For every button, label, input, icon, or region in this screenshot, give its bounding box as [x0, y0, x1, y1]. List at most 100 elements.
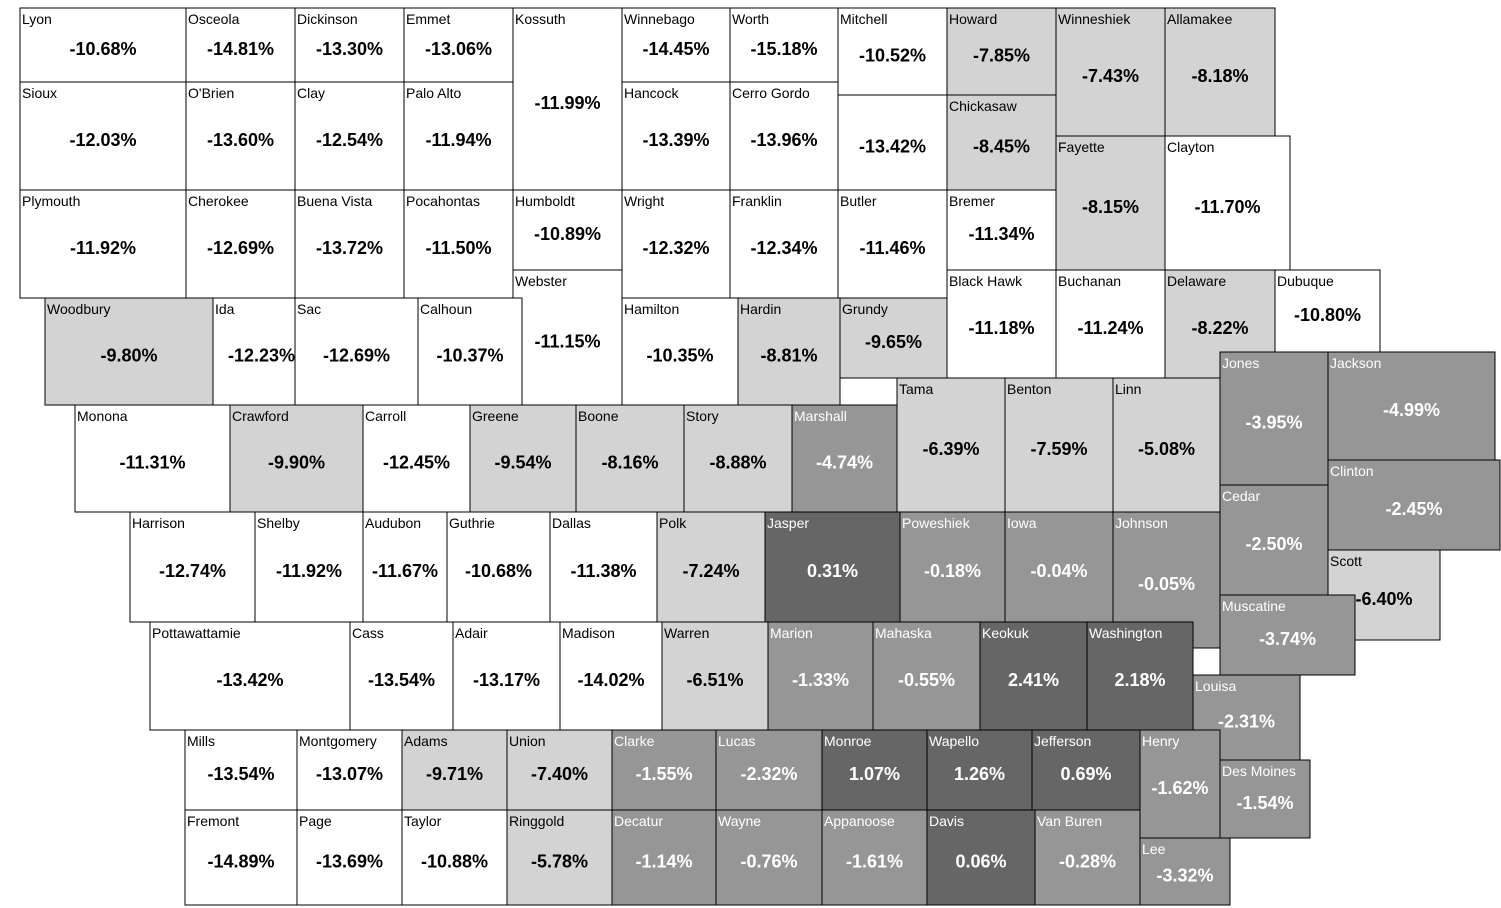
county-value: -13.39%: [642, 130, 709, 150]
county-value: -10.88%: [421, 852, 488, 872]
county: [1164, 135, 1291, 271]
county: [1219, 351, 1329, 486]
county: [74, 404, 231, 513]
county: [19, 7, 187, 83]
county: [149, 621, 351, 731]
county-name: Adair: [455, 625, 488, 641]
county-value: -12.54%: [316, 130, 383, 150]
county-value: -11.92%: [70, 238, 136, 258]
county: [839, 297, 948, 379]
county-name: Howard: [949, 11, 997, 27]
county-value: -13.42%: [859, 137, 926, 157]
county-name: Jackson: [1330, 355, 1381, 371]
county: [1055, 135, 1166, 271]
county-value: -14.45%: [642, 39, 709, 59]
county-name: Guthrie: [449, 515, 495, 531]
county-name: Marshall: [794, 408, 847, 424]
county: [946, 94, 1057, 191]
county-name: Greene: [472, 408, 519, 424]
county: [559, 621, 663, 731]
county-name: Marion: [770, 625, 813, 641]
county-name: Fayette: [1058, 139, 1105, 155]
county-value: -14.81%: [207, 39, 274, 59]
county-name: Louisa: [1195, 678, 1236, 694]
county-name: Shelby: [257, 515, 300, 531]
county-name: Monona: [77, 408, 128, 424]
county: [549, 511, 658, 623]
county: [621, 7, 731, 83]
county-name: Buchanan: [1058, 273, 1121, 289]
county-name: Washington: [1089, 625, 1162, 641]
county-name: Humboldt: [515, 193, 575, 209]
county-name: O'Brien: [188, 85, 234, 101]
county-name: Calhoun: [420, 301, 472, 317]
county-value: -0.28%: [1059, 852, 1116, 872]
county-name: Jasper: [767, 515, 809, 531]
county: [896, 377, 1006, 513]
county: [19, 81, 187, 191]
county-value: -8.16%: [601, 453, 658, 473]
county: [1034, 809, 1141, 906]
county-value: -9.54%: [494, 453, 551, 473]
county: [512, 269, 623, 406]
county-value: -11.34%: [968, 224, 1034, 244]
county-name: Union: [509, 733, 546, 749]
county-value: -13.07%: [316, 764, 383, 784]
county-name: Pottawattamie: [152, 625, 241, 641]
county-value: -12.69%: [323, 346, 390, 366]
county-value: -13.06%: [425, 39, 492, 59]
county-value: -10.89%: [534, 224, 601, 244]
county: [656, 511, 766, 623]
county-name: Hamilton: [624, 301, 679, 317]
county-name: Dallas: [552, 515, 591, 531]
county-name: Cedar: [1222, 488, 1260, 504]
county: [506, 809, 613, 906]
county-value: -7.85%: [973, 46, 1030, 66]
county-name: Taylor: [404, 813, 442, 829]
county-value: -1.62%: [1151, 778, 1208, 798]
county-name: Sac: [297, 301, 321, 317]
county-value: -12.34%: [750, 238, 817, 258]
county-name: Butler: [840, 193, 877, 209]
county-name: Madison: [562, 625, 615, 641]
county: [926, 809, 1036, 906]
county-name: Jones: [1222, 355, 1259, 371]
county-name: Linn: [1115, 381, 1141, 397]
county-name: Muscatine: [1222, 598, 1286, 614]
county: [469, 404, 577, 513]
county-value: -13.96%: [750, 130, 817, 150]
county: [872, 621, 981, 731]
county-value: -13.30%: [316, 39, 383, 59]
county-name: Lyon: [22, 11, 52, 27]
county-value: -2.31%: [1218, 712, 1275, 732]
county-name: Wayne: [718, 813, 761, 829]
county: [837, 7, 948, 96]
county-name: Decatur: [614, 813, 663, 829]
county-name: Grundy: [842, 301, 888, 317]
county: [1327, 459, 1501, 551]
county-name: Franklin: [732, 193, 782, 209]
county-name: Van Buren: [1037, 813, 1102, 829]
county-name: Audubon: [365, 515, 421, 531]
county-value: -1.14%: [635, 852, 692, 872]
county-value: -9.90%: [268, 453, 325, 473]
county-value: -11.92%: [276, 561, 342, 581]
county: [979, 621, 1088, 731]
county-name: Emmet: [406, 11, 450, 27]
county-value: -13.42%: [216, 670, 283, 690]
county: [362, 404, 471, 513]
county-name: Clarke: [614, 733, 655, 749]
county-value: -2.45%: [1385, 499, 1442, 519]
county-name: Ida: [215, 301, 235, 317]
county-value: -8.15%: [1082, 197, 1139, 217]
county: [837, 94, 948, 191]
county: [185, 7, 296, 83]
county-value: -1.55%: [635, 764, 692, 784]
county-value: -6.51%: [686, 670, 743, 690]
county: [621, 189, 731, 299]
county: [403, 7, 514, 83]
county-value: -0.18%: [924, 561, 981, 581]
county-name: Montgomery: [299, 733, 377, 749]
county-name: Worth: [732, 11, 769, 27]
county-value: -11.70%: [1194, 197, 1260, 217]
